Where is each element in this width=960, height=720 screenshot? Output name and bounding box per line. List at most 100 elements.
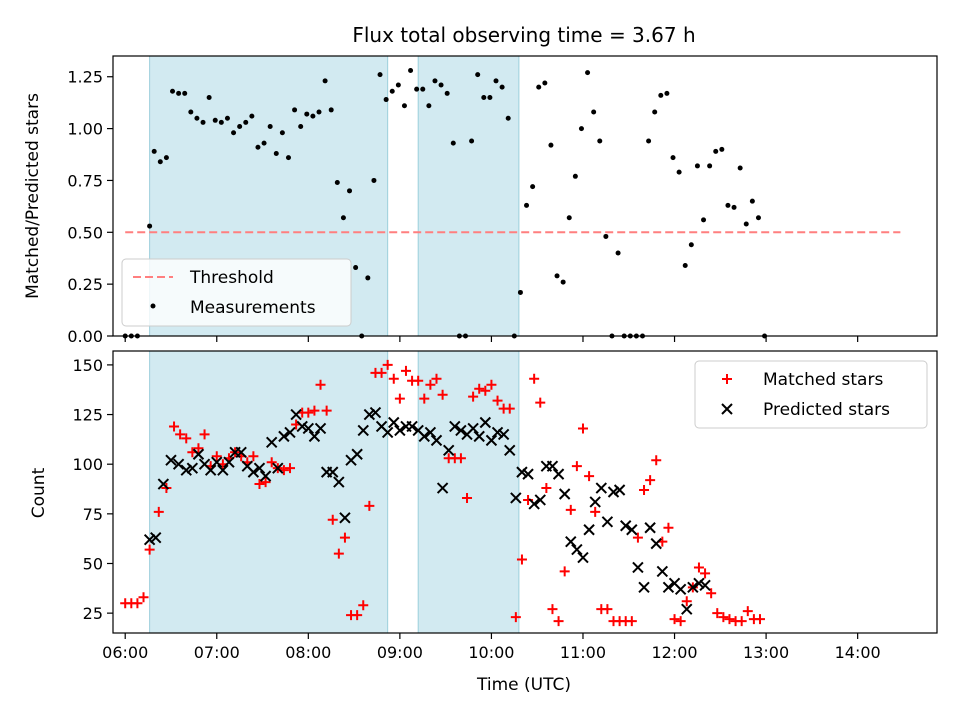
x-tick-label: 11:00 xyxy=(560,643,606,662)
measurement-point xyxy=(365,275,371,281)
predicted-star-point xyxy=(455,424,467,437)
matched-star-point xyxy=(199,429,210,440)
measurement-point xyxy=(566,215,572,221)
measurement-point xyxy=(694,163,700,169)
measurement-point xyxy=(572,173,578,179)
matched-star-point xyxy=(724,614,735,625)
matched-star-point xyxy=(718,612,729,623)
matched-star-point xyxy=(736,616,747,627)
matched-star-point xyxy=(468,391,479,402)
legend-measurements-swatch xyxy=(150,303,156,309)
axes-frame xyxy=(112,350,938,634)
x-tick-label: 08:00 xyxy=(285,643,331,662)
matched-star-point xyxy=(394,393,405,404)
predicted-star-point xyxy=(522,468,534,480)
matched-star-point xyxy=(138,592,149,603)
x-tick-label: 07:00 xyxy=(194,643,240,662)
measurement-point xyxy=(524,202,530,208)
predicted-star-point xyxy=(681,603,693,615)
predicted-star-point xyxy=(290,408,302,421)
measurement-point xyxy=(401,103,407,109)
matched-star-point xyxy=(541,483,552,494)
matched-star-point xyxy=(321,405,332,416)
x-tick-label: 14:00 xyxy=(835,643,881,662)
predicted-star-point xyxy=(534,494,546,506)
measurement-point xyxy=(542,80,548,86)
matched-star-point xyxy=(626,616,637,627)
matched-star-point xyxy=(193,443,204,454)
measurement-point xyxy=(548,142,554,148)
measurement-point xyxy=(316,109,322,115)
measurement-point xyxy=(725,202,731,208)
measurement-point xyxy=(212,117,218,123)
legend-top: Threshold Measurements xyxy=(121,258,352,327)
matched-star-point xyxy=(285,463,296,474)
measurement-point xyxy=(719,146,725,152)
matched-star-point xyxy=(181,433,192,444)
predicted-star-point xyxy=(638,581,650,594)
predicted-star-point xyxy=(339,512,351,524)
measurement-point xyxy=(450,140,456,146)
matched-star-point xyxy=(388,373,399,384)
predicted-star-point xyxy=(278,430,290,443)
predicted-star-point xyxy=(571,543,583,556)
measurement-point xyxy=(328,107,334,113)
predicted-star-point xyxy=(180,464,192,476)
measurement-point xyxy=(420,86,426,92)
legend-box xyxy=(121,258,352,327)
measurement-point xyxy=(188,109,194,115)
y-tick-label: 0.25 xyxy=(67,275,103,294)
y-tick-label: 0.75 xyxy=(67,171,103,190)
predicted-star-point xyxy=(351,448,363,460)
predicted-star-point xyxy=(595,482,608,494)
predicted-star-point xyxy=(192,448,205,460)
measurement-point xyxy=(285,155,291,161)
measurement-point xyxy=(200,119,206,125)
matched-star-point xyxy=(529,373,540,384)
y-tick-label: 0.00 xyxy=(67,327,103,346)
predicted-star-point xyxy=(497,428,510,441)
matched-star-point xyxy=(455,453,466,464)
matched-star-point xyxy=(559,566,570,577)
measurement-point xyxy=(340,215,346,221)
predicted-star-point xyxy=(546,460,559,472)
predicted-star-point xyxy=(577,551,589,564)
measurement-point xyxy=(255,144,261,150)
measurement-point xyxy=(224,115,230,121)
legend-matched-label: Matched stars xyxy=(763,370,883,390)
predicted-star-point xyxy=(626,524,638,536)
matched-star-point xyxy=(510,612,521,623)
measurement-point xyxy=(279,130,285,136)
matched-star-point xyxy=(669,614,680,625)
y-tick-label: 150 xyxy=(72,356,103,375)
matched-star-point xyxy=(700,568,711,579)
measurement-point xyxy=(469,138,475,144)
measurement-point xyxy=(292,107,298,113)
matched-star-point xyxy=(516,554,527,565)
matched-star-point xyxy=(754,614,765,625)
measurement-point xyxy=(182,90,188,96)
predicted-star-point xyxy=(265,436,278,449)
count-panel: 25 50 75 100 125 150 06:00 07:00 08:00 09:00 10:00… xyxy=(72,350,938,662)
predicted-star-point xyxy=(357,424,369,437)
predicted-star-point xyxy=(589,496,601,508)
measurement-point xyxy=(426,103,432,109)
y-tick-label: 0.50 xyxy=(67,223,103,242)
measurement-point xyxy=(536,84,542,90)
measurement-point xyxy=(347,188,353,194)
x-tick-label: 12:00 xyxy=(651,643,697,662)
measurement-point xyxy=(652,109,658,115)
predicted-star-point xyxy=(369,406,382,419)
predicted-star-point xyxy=(516,466,528,478)
matched-star-point xyxy=(663,522,674,533)
measurement-point xyxy=(554,273,560,279)
predicted-star-point xyxy=(302,422,315,435)
y-tick-label: 125 xyxy=(72,406,103,425)
measurement-point xyxy=(505,115,511,121)
legend-predicted-swatch xyxy=(721,403,733,415)
predicted-star-point xyxy=(479,416,492,429)
predicted-star-point xyxy=(259,470,272,482)
matched-star-point xyxy=(742,606,753,617)
predicted-star-point xyxy=(656,565,669,578)
